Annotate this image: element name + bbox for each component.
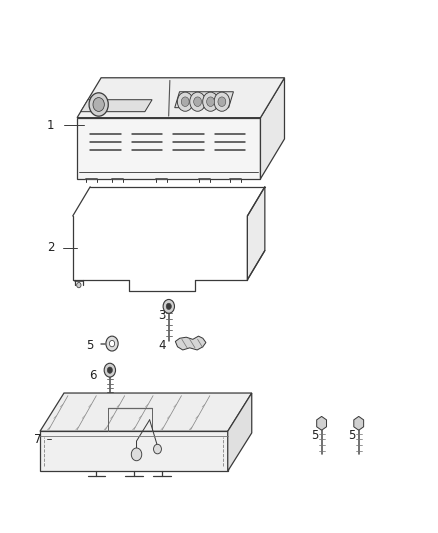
Polygon shape (228, 393, 252, 471)
Text: 2: 2 (47, 241, 55, 254)
Text: 5: 5 (311, 429, 319, 442)
Polygon shape (77, 78, 285, 118)
Circle shape (181, 97, 189, 107)
Polygon shape (317, 416, 326, 430)
Text: 5: 5 (87, 338, 94, 352)
Polygon shape (354, 416, 364, 430)
Circle shape (93, 98, 104, 111)
Circle shape (106, 336, 118, 351)
Circle shape (177, 92, 193, 111)
Circle shape (218, 97, 226, 107)
Circle shape (163, 300, 174, 313)
Circle shape (166, 303, 171, 310)
Circle shape (203, 92, 219, 111)
Polygon shape (261, 78, 285, 179)
Text: 7: 7 (34, 433, 42, 446)
Polygon shape (175, 92, 233, 108)
Polygon shape (175, 336, 206, 350)
Circle shape (207, 97, 215, 107)
Polygon shape (40, 431, 228, 471)
Circle shape (77, 282, 81, 288)
Circle shape (107, 367, 113, 373)
Text: 5: 5 (349, 429, 356, 442)
Circle shape (89, 93, 108, 116)
Polygon shape (77, 118, 261, 179)
Text: 3: 3 (159, 309, 166, 322)
Circle shape (131, 448, 142, 461)
Circle shape (194, 97, 201, 107)
Text: 1: 1 (47, 119, 55, 132)
Circle shape (110, 341, 115, 347)
Circle shape (104, 364, 116, 377)
Text: 4: 4 (159, 338, 166, 352)
Polygon shape (247, 187, 265, 280)
Circle shape (190, 92, 205, 111)
Circle shape (214, 92, 230, 111)
Circle shape (154, 445, 162, 454)
Text: 6: 6 (88, 369, 96, 382)
Polygon shape (40, 393, 252, 431)
Polygon shape (81, 100, 152, 112)
